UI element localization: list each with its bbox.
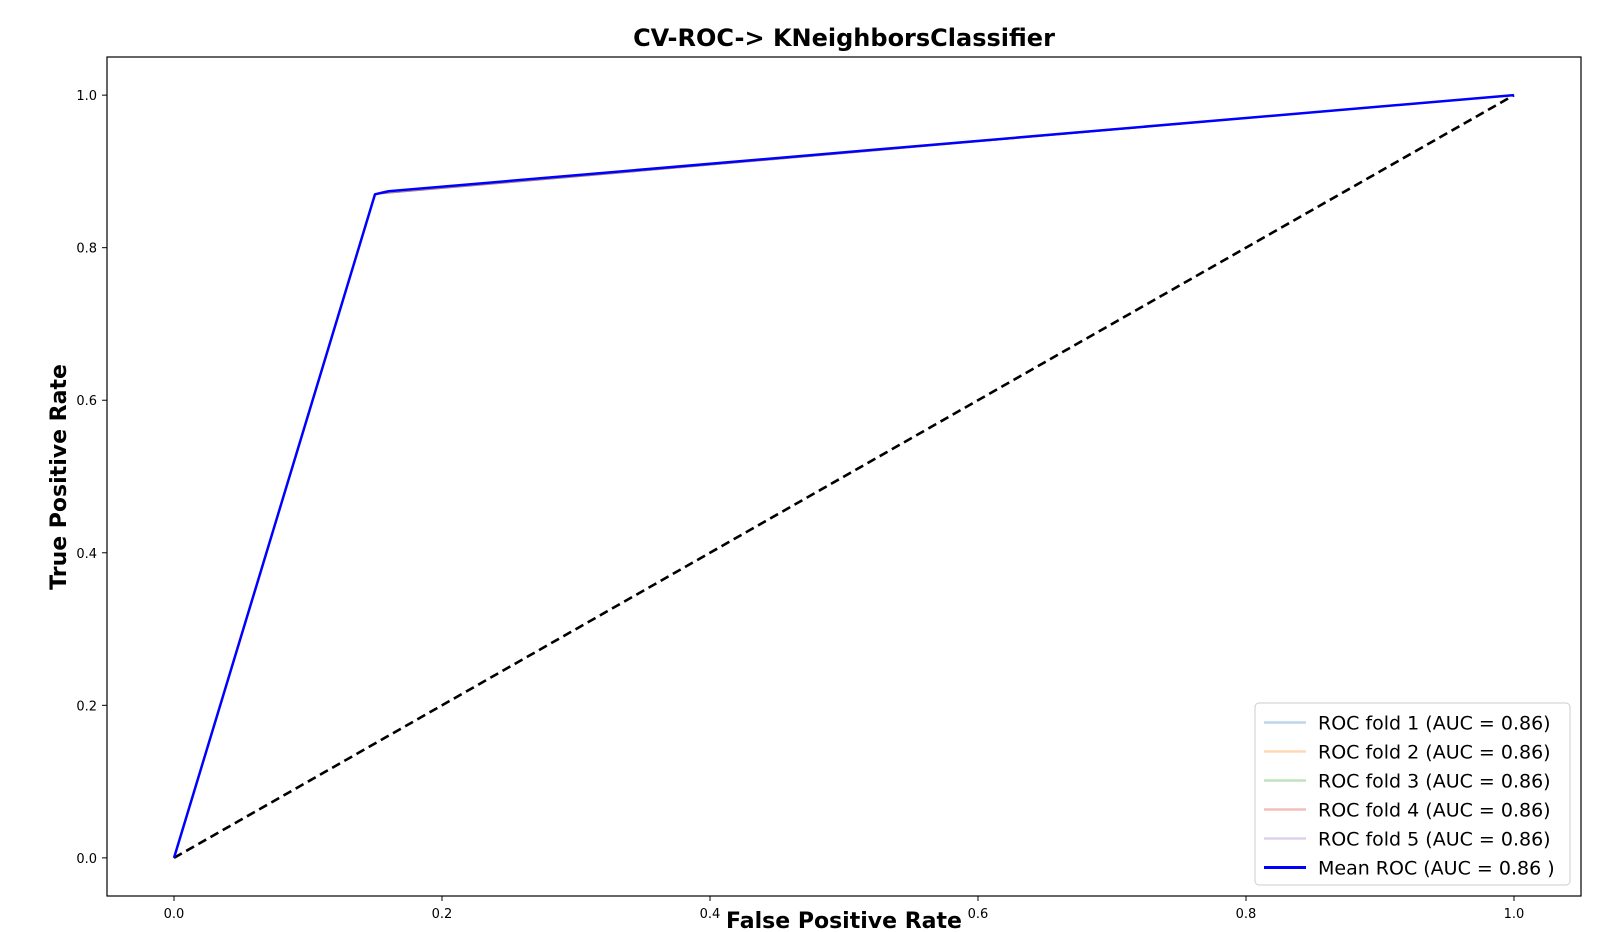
chance-line	[173, 94, 1515, 859]
y-axis-title: True Positive Rate	[47, 364, 72, 590]
x-tick-label: 0.6	[968, 907, 989, 922]
y-tick-label: 0.8	[76, 242, 97, 257]
legend-label: ROC fold 5 (AUC = 0.86)	[1318, 829, 1551, 851]
y-tick-label: 0.0	[76, 852, 97, 867]
legend-label: ROC fold 3 (AUC = 0.86)	[1318, 771, 1551, 793]
legend-label: ROC fold 2 (AUC = 0.86)	[1318, 742, 1551, 764]
y-tick-label: 0.4	[76, 547, 97, 562]
x-tick-label: 0.0	[164, 907, 185, 922]
plot-area	[172, 93, 1515, 859]
legend: ROC fold 1 (AUC = 0.86) ROC fold 2 (AUC =…	[1254, 702, 1571, 886]
legend-label: Mean ROC (AUC = 0.86 )	[1318, 858, 1555, 880]
legend-box	[1254, 702, 1571, 886]
legend-label: ROC fold 1 (AUC = 0.86)	[1318, 713, 1551, 735]
x-tick-label: 0.8	[1236, 907, 1257, 922]
x-tick-label: 0.2	[432, 907, 453, 922]
x-tick-label: 1.0	[1504, 907, 1525, 922]
legend-label: ROC fold 4 (AUC = 0.86)	[1318, 800, 1551, 822]
y-tick-label: 0.6	[76, 394, 97, 409]
x-tick-label: 0.4	[700, 907, 721, 922]
mean-roc-line	[172, 93, 1515, 859]
chart-title: CV-ROC-> KNeighborsClassifier	[633, 24, 1055, 52]
plot-frame	[106, 56, 1582, 897]
y-tick-label: 1.0	[76, 89, 97, 104]
axis-ticks: 0.0 0.2 0.4 0.6 0.8 1.0 0.0 0.2 0.4 0.6 0.8 1.0	[76, 89, 1524, 922]
x-axis-title: False Positive Rate	[726, 909, 962, 932]
y-tick-label: 0.2	[76, 699, 97, 714]
